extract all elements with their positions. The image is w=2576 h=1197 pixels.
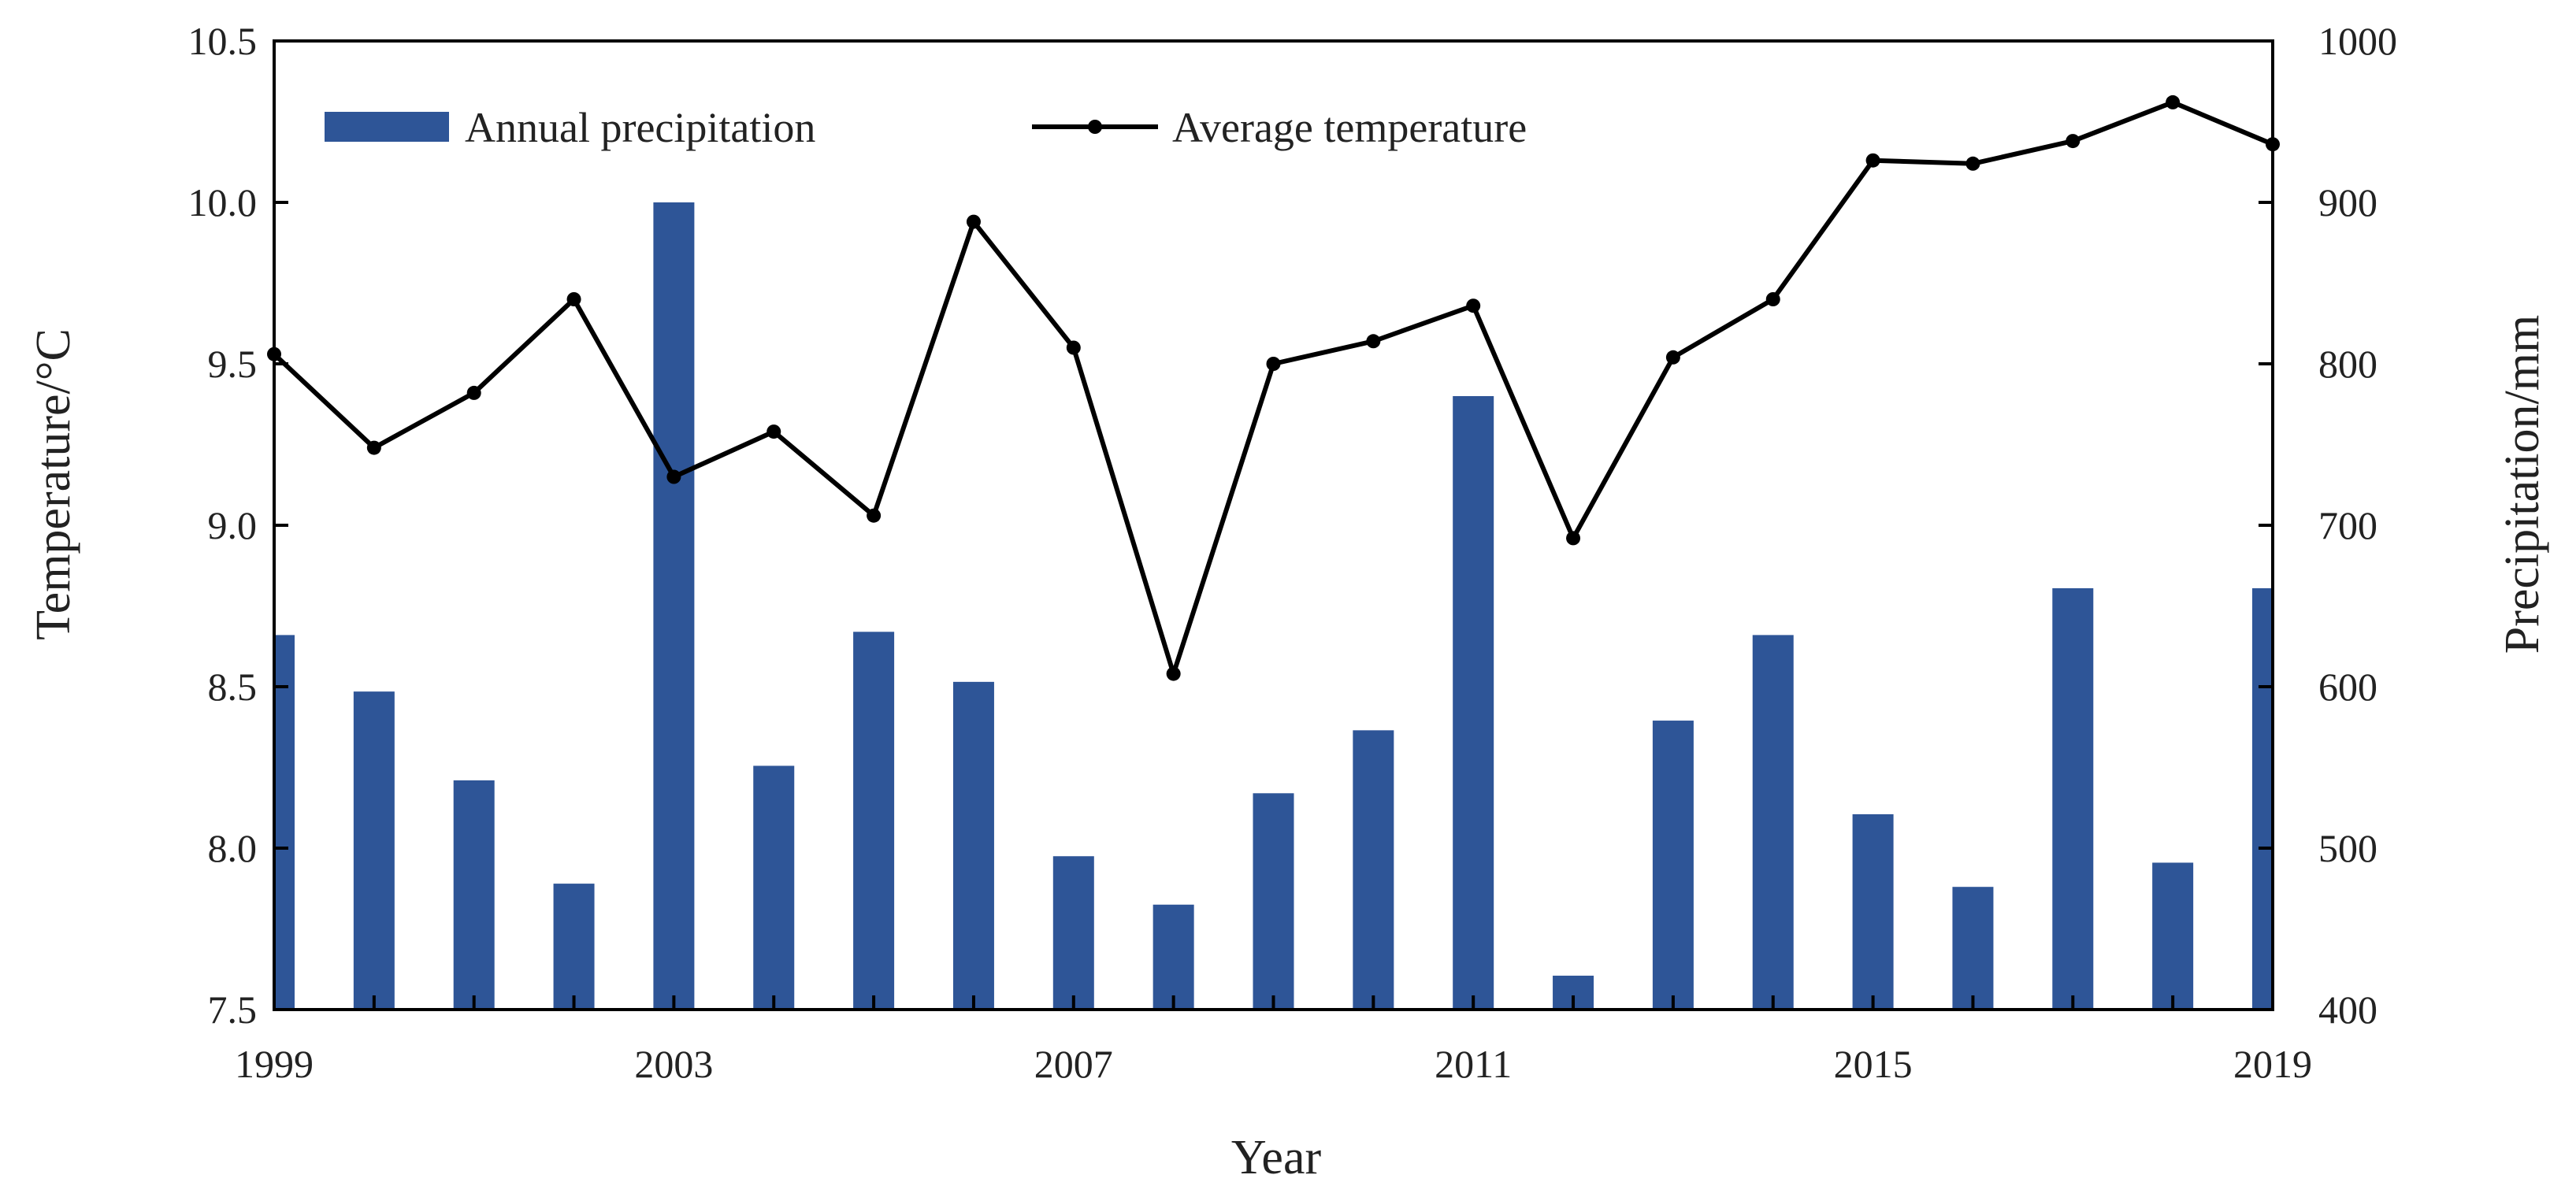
- temp-point-2013: [1665, 350, 1680, 365]
- y-right-tick-label: 900: [2318, 180, 2377, 224]
- legend-precip-label: Annual precipitation: [465, 104, 815, 151]
- precip-bar-2019: [2252, 587, 2273, 1010]
- legend-precip-swatch: [325, 112, 449, 142]
- axes: [273, 39, 2274, 1011]
- temp-point-2001: [466, 385, 481, 400]
- x-tick-label: 2007: [1034, 1042, 1113, 1086]
- precip-bar-2005: [853, 632, 895, 1010]
- legend-temp-marker: [1088, 120, 1102, 134]
- y-left-tick-label: 9.5: [208, 342, 258, 386]
- temp-point-2006: [966, 214, 981, 229]
- temperature-line: [272, 99, 2274, 676]
- precip-bar-2013: [1652, 721, 1694, 1010]
- precip-bar-2006: [952, 681, 994, 1010]
- temp-point-2014: [1765, 292, 1780, 306]
- precip-bar-2009: [1253, 793, 1294, 1010]
- precip-bar-2014: [1752, 635, 1794, 1010]
- y-left-axis-title: Temperature/°C: [27, 328, 80, 640]
- temp-point-2018: [2166, 94, 2181, 109]
- y-left-tick-label: 8.0: [208, 826, 258, 870]
- precip-bar-2003: [653, 202, 695, 1010]
- y-left-tick-label: 9.0: [208, 503, 258, 547]
- x-tick-label: 2011: [1435, 1042, 1512, 1086]
- temp-point-2008: [1166, 666, 1181, 681]
- x-tick-label: 2015: [1834, 1042, 1913, 1086]
- temp-point-2017: [2066, 134, 2080, 149]
- temp-point-2003: [666, 469, 681, 484]
- precip-bar-2002: [553, 884, 595, 1010]
- precip-bar-2008: [1153, 904, 1194, 1010]
- tick-labels: 7.5 8.0 8.5 9.0 9.5 10.0 10.5 400 500 600 700 800 90…: [188, 19, 2398, 1086]
- precip-bar-2016: [1952, 887, 1994, 1010]
- temp-point-2009: [1266, 357, 1281, 371]
- x-axis-title: Year: [1231, 1131, 1322, 1184]
- precip-bar-2007: [1052, 856, 1094, 1010]
- temp-point-2005: [867, 508, 882, 523]
- x-tick-label: 2003: [634, 1042, 713, 1086]
- y-right-tick-label: 800: [2318, 342, 2377, 386]
- precip-bar-1999: [274, 635, 295, 1010]
- y-left-tick-label: 10.5: [188, 19, 258, 63]
- precip-bar-2011: [1453, 396, 1494, 1010]
- temp-point-2012: [1566, 531, 1581, 546]
- y-left-tick-label: 7.5: [208, 988, 258, 1032]
- legend: Annual precipitation Average temperature: [325, 104, 1527, 151]
- precip-bar-2017: [2052, 587, 2094, 1010]
- precip-bar-2001: [453, 780, 495, 1010]
- precip-bar-2015: [1852, 813, 1894, 1010]
- temp-point-2015: [1865, 153, 1880, 168]
- precip-bar-2004: [753, 765, 795, 1010]
- temp-point-2000: [366, 440, 381, 455]
- temp-point-2016: [1965, 156, 1980, 171]
- y-left-tick-label: 8.5: [208, 665, 258, 709]
- legend-temp-label: Average temperature: [1172, 104, 1527, 151]
- y-right-axis-title: Precipitation/mm: [2496, 315, 2549, 654]
- y-right-tick-label: 1000: [2318, 19, 2397, 63]
- precip-bar-2010: [1353, 730, 1394, 1010]
- temp-point-2004: [766, 424, 781, 439]
- y-right-tick-label: 700: [2318, 503, 2377, 547]
- precipitation-bars: [274, 202, 2273, 1010]
- temp-point-2002: [566, 292, 581, 306]
- temp-point-2010: [1366, 334, 1381, 349]
- temperature-line-group: [267, 94, 2280, 681]
- y-right-tick-label: 600: [2318, 665, 2377, 709]
- temp-point-2007: [1066, 340, 1081, 355]
- y-left-tick-label: 10.0: [188, 180, 258, 224]
- temp-point-2011: [1466, 298, 1481, 313]
- precip-bar-2000: [353, 691, 395, 1010]
- x-tick-label: 1999: [235, 1042, 314, 1086]
- y-right-tick-label: 400: [2318, 988, 2377, 1032]
- y-right-tick-label: 500: [2318, 826, 2377, 870]
- x-tick-label: 2019: [2233, 1042, 2312, 1086]
- precip-bar-2018: [2152, 862, 2194, 1010]
